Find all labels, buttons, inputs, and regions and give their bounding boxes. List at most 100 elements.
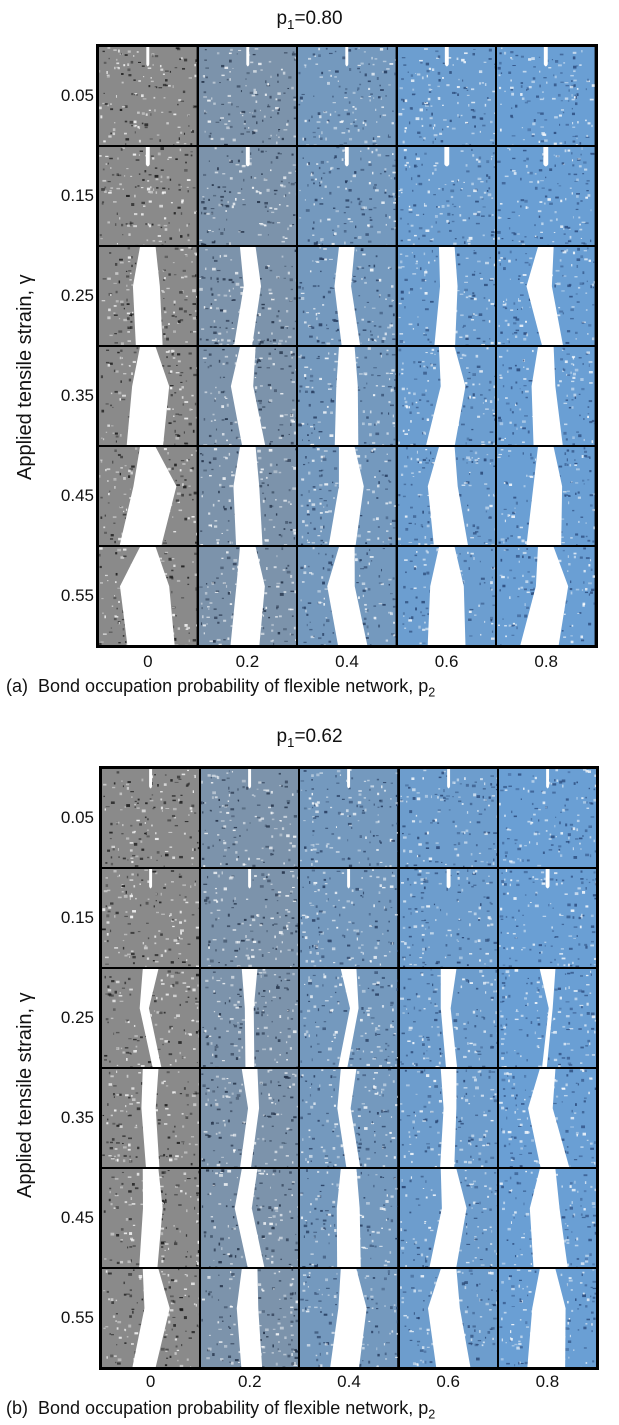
network-speckle [358,820,360,822]
network-speckle [522,97,525,100]
network-speckle [185,295,188,298]
network-speckle [370,785,375,788]
network-speckle [254,94,258,96]
network-speckle [168,557,172,561]
network-speckle [392,598,395,601]
row-tick-label: 0.05 [60,86,94,105]
network-speckle [263,789,267,791]
network-speckle [402,405,404,407]
network-speckle [389,481,392,483]
network-speckle [300,859,303,862]
network-speckle [319,247,322,249]
network-speckle [276,112,279,115]
network-speckle [489,581,493,585]
panel-b-title: p1=0.62 [276,726,343,750]
network-speckle [187,239,190,242]
network-speckle [201,495,203,498]
network-speckle [571,481,573,483]
network-speckle [260,69,263,71]
network-speckle [323,644,326,645]
network-speckle [427,505,430,507]
network-speckle [380,583,385,586]
network-speckle [427,338,430,341]
network-speckle [527,100,531,102]
network-speckle [524,588,528,591]
network-speckle [393,208,396,211]
network-speckle [357,64,362,66]
network-speckle [450,189,454,193]
network-speckle [275,156,278,159]
network-speckle [291,357,293,359]
network-speckle [586,309,588,311]
network-speckle [377,806,380,808]
network-speckle [271,639,274,642]
network-speckle [332,318,336,321]
network-speckle [421,163,423,166]
network-speckle [594,602,595,605]
row-tick-label: 0.45 [60,486,94,505]
crack-region [230,347,265,445]
network-speckle [466,504,469,507]
network-speckle [376,835,379,837]
network-speckle [532,122,536,126]
network-speckle [267,138,271,140]
network-speckle [425,461,429,464]
network-speckle [312,131,316,134]
network-speckle [198,830,200,832]
network-speckle [443,770,446,773]
network-speckle [377,135,381,138]
network-speckle [514,842,517,845]
network-speckle [302,479,304,481]
network-speckle [304,64,307,68]
network-speckle [275,585,280,588]
network-speckle [562,274,565,277]
network-image [198,547,297,645]
network-speckle [173,311,176,314]
network-speckle [311,503,316,506]
network-speckle [356,804,359,808]
network-speckle [522,427,527,430]
network-speckle [290,353,295,356]
network-speckle [271,109,274,112]
network-speckle [370,334,374,336]
network-speckle [269,169,272,172]
network-speckle [121,147,125,149]
network-speckle [369,548,371,552]
network-speckle [180,381,183,383]
network-speckle [411,189,414,192]
network-image [201,769,299,867]
network-speckle [421,278,425,282]
grid-cell-r3-c2 [197,246,298,346]
network-speckle [359,835,363,838]
network-speckle [290,288,293,291]
network-speckle [256,858,261,860]
network-speckle [490,234,494,237]
network-speckle [212,256,214,259]
network-speckle [309,335,313,338]
network-speckle [119,258,123,261]
network-speckle [286,570,291,574]
network-speckle [228,484,233,488]
network-speckle [494,418,496,421]
network-speckle [584,450,588,453]
network-speckle [576,178,580,182]
network-speckle [585,182,589,185]
network-speckle [321,474,323,477]
network-speckle [240,188,242,190]
network-speckle [274,348,276,350]
network-speckle [592,419,595,423]
network-speckle [469,608,474,611]
network-speckle [410,483,413,486]
network-speckle [121,618,125,621]
network-speckle [175,479,177,482]
network-speckle [243,123,246,125]
network-speckle [334,484,337,487]
network-speckle [202,857,205,860]
network-speckle [316,336,318,340]
network-speckle [570,308,575,312]
network-speckle [310,444,313,445]
network-speckle [528,58,532,61]
network-speckle [139,150,143,152]
network-speckle [564,233,567,236]
network-speckle [563,368,566,372]
